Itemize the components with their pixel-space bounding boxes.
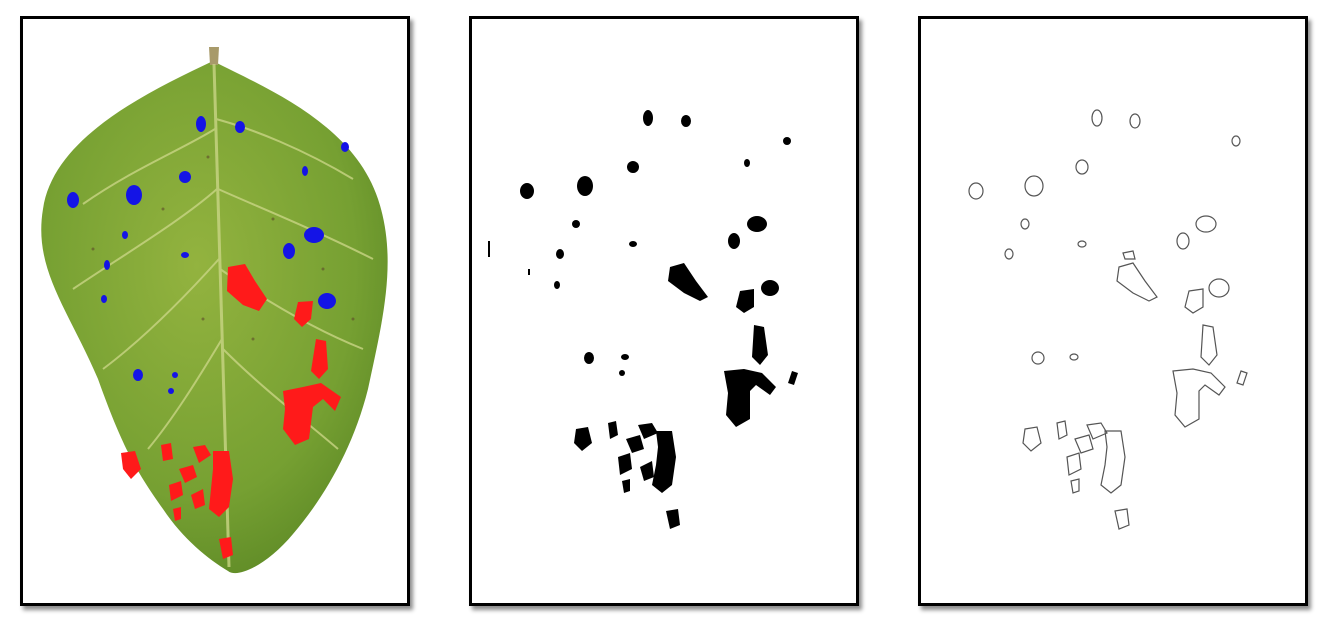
leaf-stem	[209, 47, 219, 65]
mask-blobs	[488, 110, 798, 529]
leaf-specks	[91, 155, 355, 341]
binary-mask-image	[488, 110, 798, 529]
contour-outlines	[968, 109, 1248, 530]
leaf-image-panel	[20, 16, 410, 606]
binary-mask-panel	[469, 16, 859, 606]
contour-panel	[918, 16, 1308, 606]
blue-lesions	[67, 116, 349, 394]
leaf-image	[41, 47, 388, 574]
contour-image	[968, 109, 1248, 530]
red-lesions	[121, 264, 341, 559]
